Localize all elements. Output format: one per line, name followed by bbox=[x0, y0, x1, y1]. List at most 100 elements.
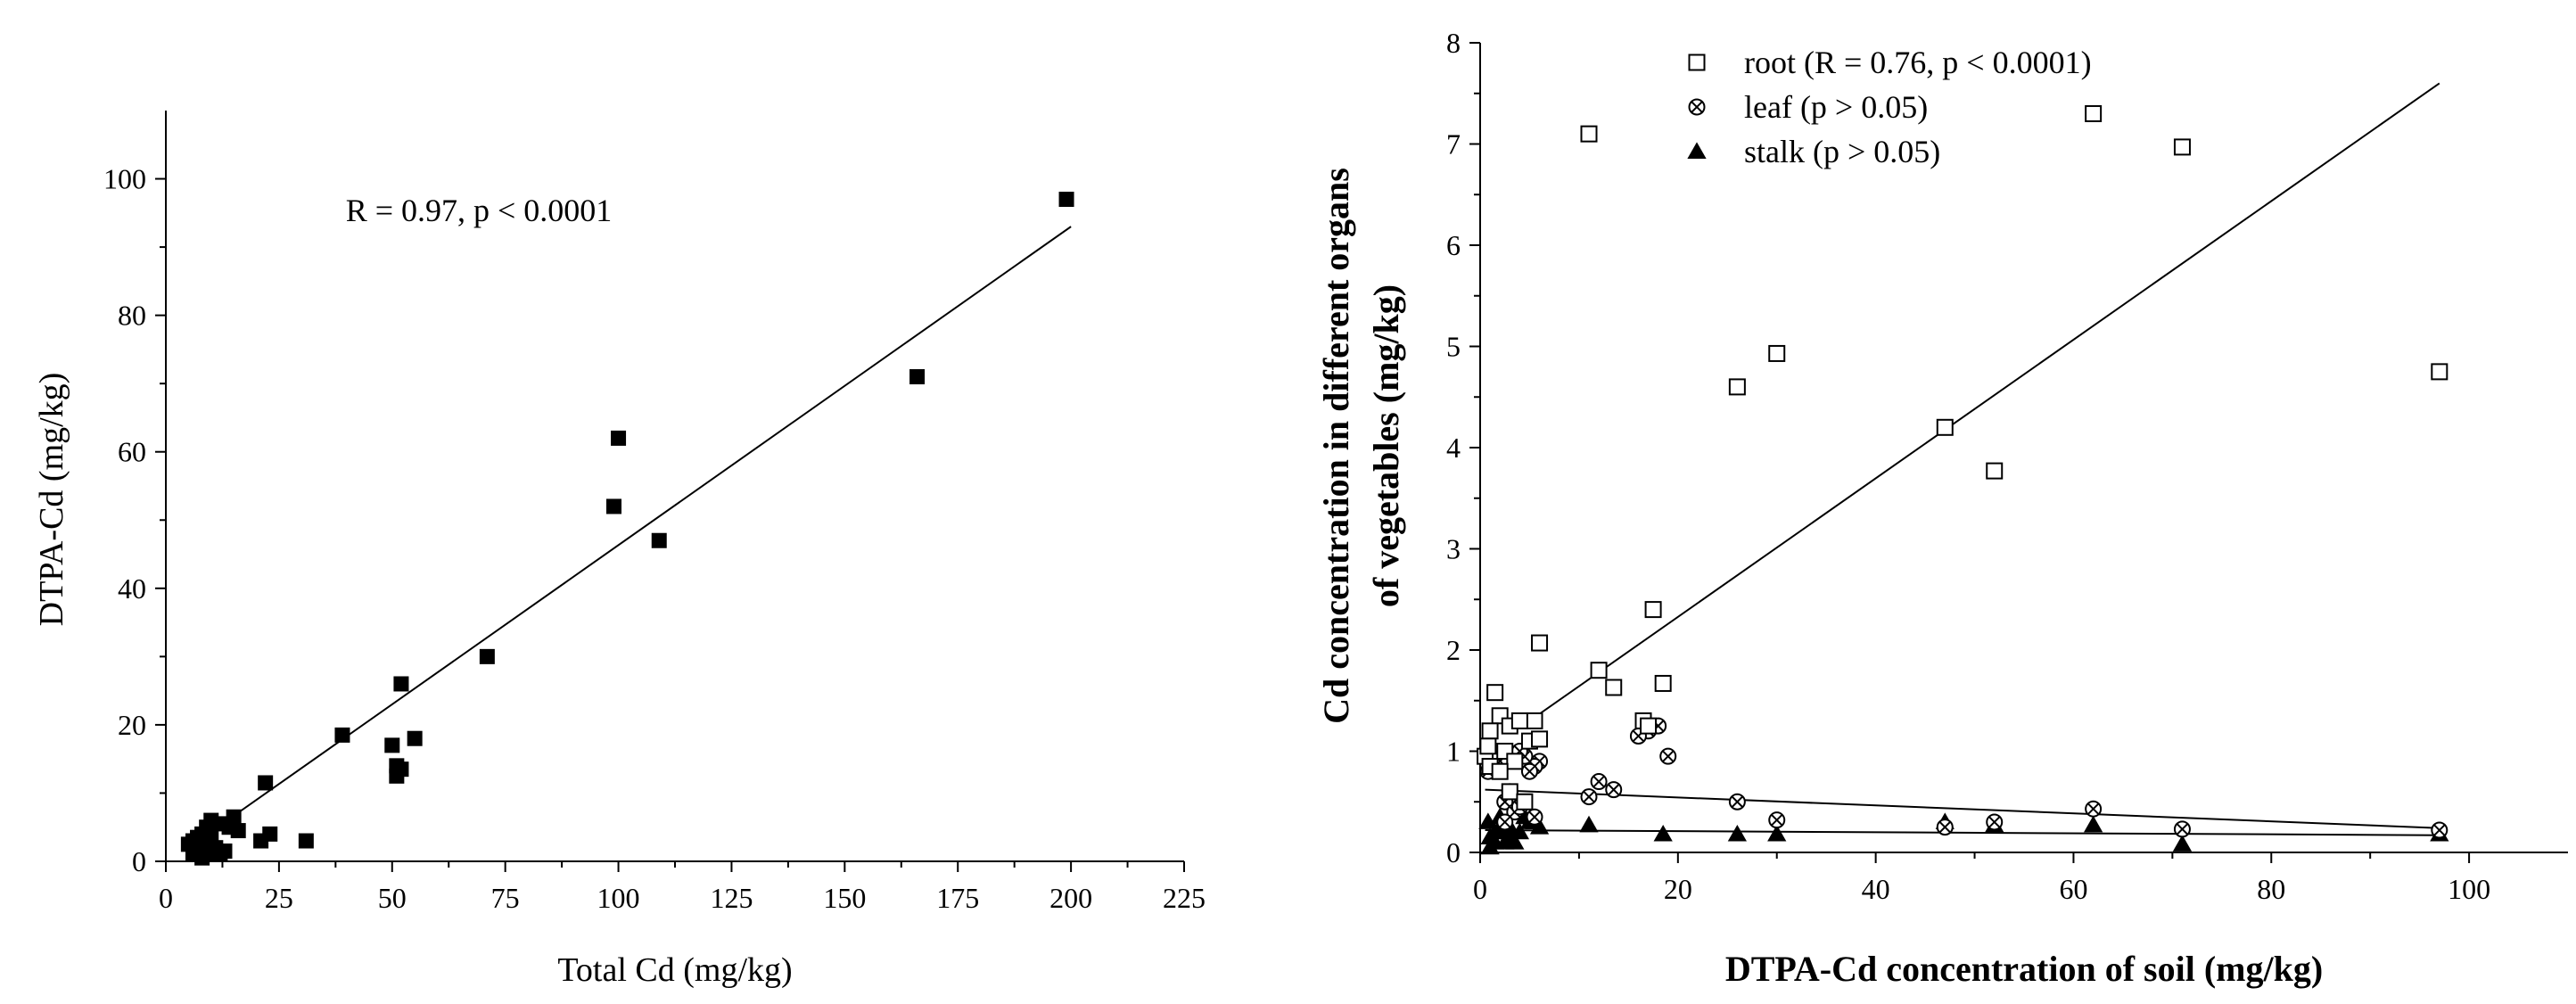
data-point-leaf bbox=[1590, 773, 1608, 791]
data-point-root bbox=[2173, 138, 2191, 156]
x-tick-label: 50 bbox=[378, 882, 407, 914]
data-point-stalk bbox=[2172, 835, 2193, 852]
data-point-stalk bbox=[1478, 812, 1498, 829]
data-point-root bbox=[1531, 634, 1549, 652]
data-point-root bbox=[1510, 712, 1528, 729]
x-tick-label: 125 bbox=[710, 882, 753, 914]
chart-total-vs-dtpa: 0 25 50 75 100 125 150 175 200 225 0 20 40 60 80 100 R =… bbox=[33, 111, 1206, 989]
data-point bbox=[212, 845, 228, 861]
data-point-leaf bbox=[1728, 793, 1746, 811]
data-point-root bbox=[1986, 462, 2004, 480]
y-tick-label: 100 bbox=[103, 163, 146, 195]
y-tick-label: 1 bbox=[1446, 736, 1461, 768]
data-point-root bbox=[1936, 418, 1954, 436]
regression-line-root bbox=[1528, 82, 2440, 722]
x-tick-label: 80 bbox=[2257, 873, 2285, 905]
legend-marker-root bbox=[1688, 53, 1706, 71]
data-point-root bbox=[1580, 125, 1598, 143]
data-point-root bbox=[1486, 684, 1504, 702]
data-point-leaf bbox=[1520, 762, 1538, 780]
data-point-stalk bbox=[2084, 815, 2103, 833]
data-point-root bbox=[1728, 378, 1746, 396]
x-tick-label: 175 bbox=[936, 882, 979, 914]
data-point-root bbox=[1768, 344, 1786, 362]
data-point-root bbox=[1501, 783, 1518, 801]
x-tick-label: 150 bbox=[823, 882, 866, 914]
data-point-leaf bbox=[1986, 813, 2004, 831]
data-point-root bbox=[2431, 363, 2448, 381]
data-point-leaf bbox=[2173, 820, 2191, 838]
data-point bbox=[909, 369, 926, 385]
data-point bbox=[479, 648, 495, 664]
data-point-leaf bbox=[1936, 819, 1954, 836]
data-point-stalk bbox=[1653, 824, 1673, 842]
data-point bbox=[611, 430, 627, 446]
data-point-root bbox=[1644, 601, 1662, 619]
data-point bbox=[605, 498, 621, 514]
y-axis-title-line1: Cd concentration in different organs bbox=[1316, 168, 1356, 724]
data-point-leaf bbox=[1605, 781, 1623, 799]
data-point-leaf bbox=[2431, 821, 2448, 839]
y-tick-label: 4 bbox=[1446, 432, 1461, 464]
legend-marker-leaf bbox=[1688, 98, 1706, 116]
y-tick-label: 3 bbox=[1446, 533, 1461, 565]
y-tick-label: 6 bbox=[1446, 229, 1461, 261]
data-point bbox=[334, 727, 350, 743]
y-tick-label: 80 bbox=[118, 300, 146, 332]
correlation-annotation: R = 0.97, p < 0.0001 bbox=[346, 193, 613, 228]
data-point-root bbox=[1481, 722, 1499, 740]
data-point-stalk bbox=[1486, 833, 1505, 850]
data-point-leaf bbox=[1580, 788, 1598, 806]
data-point-stalk bbox=[1579, 815, 1599, 833]
y-tick-label: 2 bbox=[1446, 634, 1461, 666]
data-point-root bbox=[1654, 674, 1672, 692]
x-tick-label: 40 bbox=[1862, 873, 1890, 905]
x-axis-title: DTPA-Cd concentration of soil (mg/kg) bbox=[1725, 949, 2323, 989]
data-point-root bbox=[1516, 793, 1534, 811]
y-axis-title: DTPA-Cd (mg/kg) bbox=[33, 373, 70, 627]
x-tick-label: 25 bbox=[265, 882, 293, 914]
data-point bbox=[199, 836, 215, 852]
y-tick-label: 8 bbox=[1446, 27, 1461, 59]
legend: root (R = 0.76, p < 0.0001) leaf (p > 0.0… bbox=[1687, 45, 2092, 169]
data-point bbox=[258, 775, 274, 791]
y-tick-label: 7 bbox=[1446, 128, 1461, 160]
data-point-root bbox=[1531, 730, 1549, 748]
x-tick-label: 0 bbox=[159, 882, 173, 914]
data-point-leaf bbox=[1496, 813, 1514, 831]
regression-line bbox=[187, 226, 1072, 849]
x-tick-label: 20 bbox=[1664, 873, 1692, 905]
data-point-leaf bbox=[1526, 808, 1543, 826]
data-point-stalk bbox=[1505, 833, 1525, 850]
data-point-root bbox=[1506, 753, 1524, 770]
data-point-leaf bbox=[1768, 811, 1786, 829]
y-tick-label: 20 bbox=[118, 709, 146, 741]
data-point bbox=[393, 676, 409, 692]
x-tick-label: 100 bbox=[597, 882, 640, 914]
data-point bbox=[298, 833, 314, 849]
data-point bbox=[393, 761, 409, 778]
x-tick-label: 75 bbox=[491, 882, 520, 914]
x-tick-label: 200 bbox=[1049, 882, 1092, 914]
data-point-stalk bbox=[1727, 824, 1747, 842]
y-tick-label: 40 bbox=[118, 572, 146, 605]
data-point-leaf bbox=[1659, 747, 1677, 765]
data-point-root bbox=[1605, 679, 1623, 696]
x-tick-label: 60 bbox=[2059, 873, 2087, 905]
y-tick-label: 60 bbox=[118, 436, 146, 468]
data-point-stalk bbox=[1767, 824, 1787, 842]
y-tick-label: 0 bbox=[1446, 836, 1461, 868]
legend-label: root (R = 0.76, p < 0.0001) bbox=[1744, 45, 2092, 80]
data-point bbox=[1058, 192, 1074, 208]
data-point-root bbox=[1640, 717, 1658, 735]
chart-organs-vs-dtpa: 0 20 40 60 80 100 0 1 2 3 4 5 6 7 8 root (R = 0.76, p <… bbox=[1316, 27, 2568, 989]
x-tick-label: 100 bbox=[2448, 873, 2490, 905]
data-point-root bbox=[1526, 712, 1543, 729]
data-point bbox=[253, 833, 269, 849]
data-point-leaf bbox=[2085, 800, 2103, 818]
data-point-root bbox=[1590, 662, 1608, 679]
data-point-root bbox=[1479, 737, 1497, 755]
legend-marker-stalk bbox=[1687, 142, 1707, 159]
regression-line-leaf bbox=[1485, 788, 2440, 829]
y-tick-label: 0 bbox=[132, 845, 146, 877]
